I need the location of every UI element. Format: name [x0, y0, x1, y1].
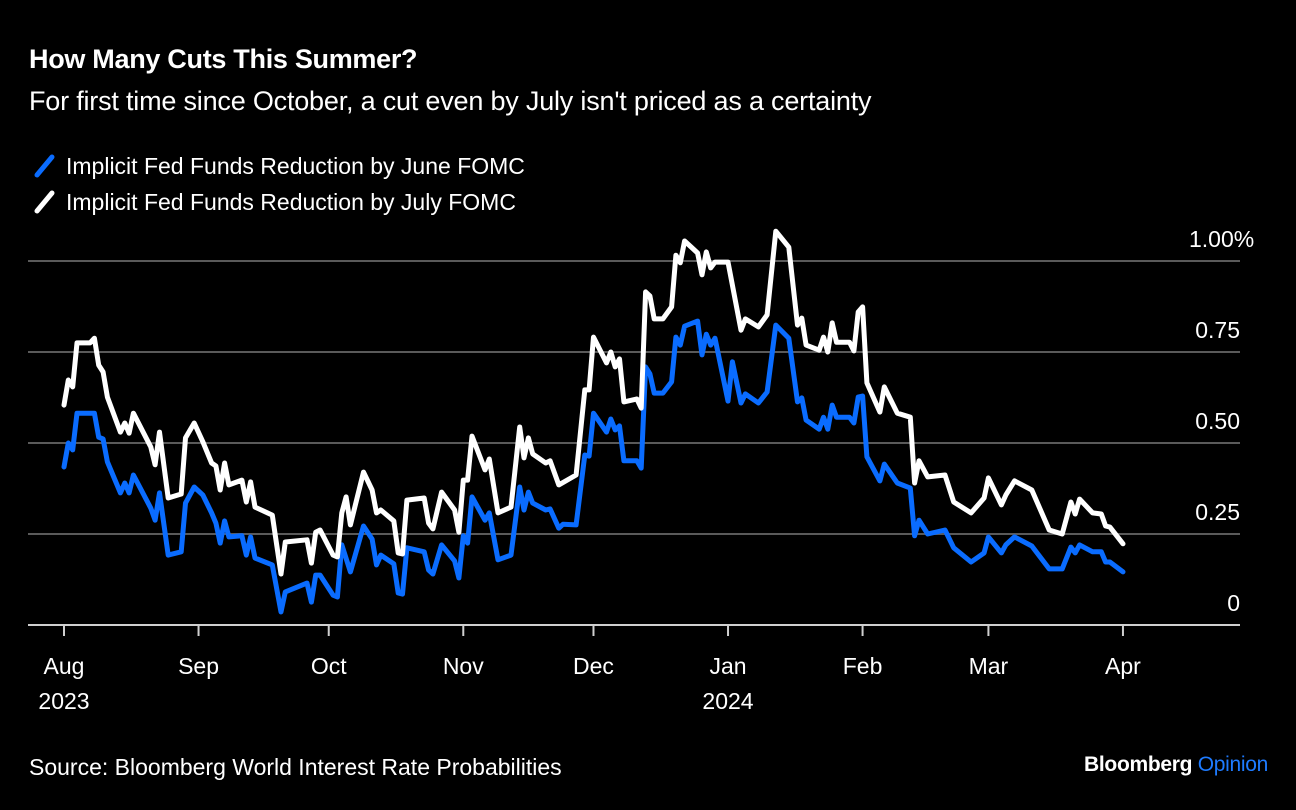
legend-item-june: Implicit Fed Funds Reduction by June FOM…: [32, 148, 525, 184]
y-tick-label: 0.25: [1195, 499, 1240, 525]
x-tick-label: Aug: [44, 653, 85, 679]
legend-label-june: Implicit Fed Funds Reduction by June FOM…: [66, 152, 525, 179]
gridlines: [28, 260, 1240, 535]
chart-subtitle: For first time since October, a cut even…: [29, 86, 872, 116]
series-line-june-fomc: [61, 318, 1126, 615]
y-axis-tick-labels: 0 0.25 0.50 0.75 1.00%: [1189, 226, 1254, 616]
x-tick-year-label: 2023: [38, 688, 89, 714]
x-tick-label: Dec: [573, 653, 614, 679]
x-tick-label: Mar: [969, 653, 1009, 679]
legend-swatch-july-icon: [34, 190, 55, 214]
legend-swatch-june-icon: [34, 154, 55, 178]
y-tick-label: 0.75: [1195, 317, 1240, 343]
y-tick-label: 0.50: [1195, 408, 1240, 434]
x-tick-label: Oct: [311, 653, 347, 679]
chart-title: How Many Cuts This Summer?: [29, 44, 418, 74]
y-tick-label: 0: [1227, 590, 1240, 616]
x-tick-label: Jan: [709, 653, 746, 679]
legend-item-july: Implicit Fed Funds Reduction by July FOM…: [32, 184, 525, 220]
series-line-july-fomc: [61, 228, 1126, 577]
brand-name: Bloomberg: [1084, 753, 1193, 776]
x-axis: Aug 2023 Sep Oct Nov Dec Jan 2024 Feb Mar Apr: [28, 624, 1240, 714]
legend-label-july: Implicit Fed Funds Reduction by July FOM…: [66, 188, 516, 215]
y-tick-label: 1.00%: [1189, 226, 1254, 252]
x-tick-year-label: 2024: [702, 688, 753, 714]
x-tick-label: Nov: [443, 653, 484, 679]
legend: Implicit Fed Funds Reduction by June FOM…: [32, 148, 525, 220]
x-tick-label: Apr: [1105, 653, 1141, 679]
source-note: Source: Bloomberg World Interest Rate Pr…: [29, 754, 562, 780]
x-tick-label: Feb: [843, 653, 883, 679]
brand-suffix: Opinion: [1197, 753, 1269, 776]
series-lines: [61, 228, 1126, 615]
x-tick-label: Sep: [178, 653, 219, 679]
brand-logo: Bloomberg Opinion: [1084, 753, 1268, 777]
